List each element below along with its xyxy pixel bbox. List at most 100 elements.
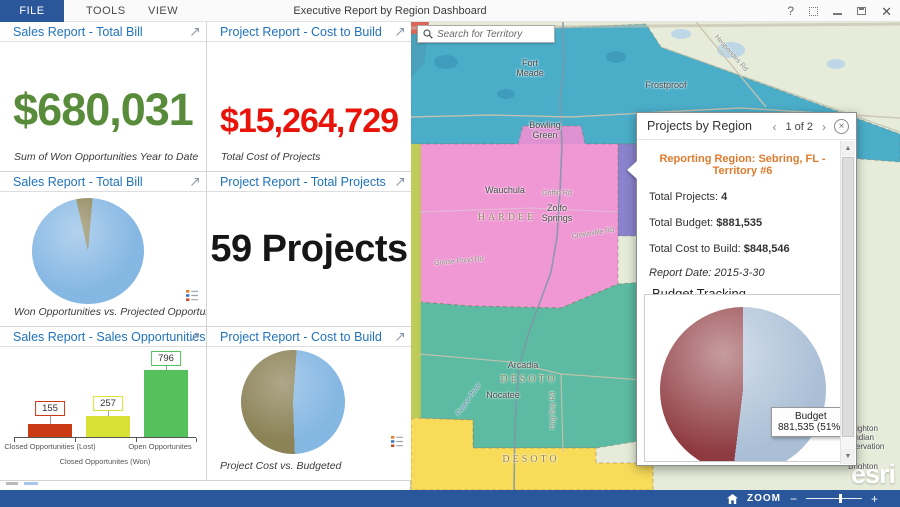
- lake: [497, 89, 515, 99]
- road: [418, 353, 671, 383]
- region-pink-territory[interactable]: [418, 125, 619, 309]
- popup-region-heading: Reporting Region: Sebring, FL - Territor…: [659, 153, 826, 177]
- zoom-slider-thumb[interactable]: [838, 494, 842, 503]
- zoom-out-button[interactable]: −: [789, 491, 797, 506]
- field-value: 4: [721, 191, 728, 203]
- axis-tick: [14, 438, 15, 442]
- widget-title: Sales Report - Total Bill: [13, 25, 143, 39]
- scrollbar-thumb[interactable]: [842, 157, 854, 437]
- popup-scrollbar[interactable]: ▲ ▼: [840, 141, 855, 464]
- bar-closed-lost[interactable]: [28, 424, 72, 437]
- prev-feature-icon[interactable]: ‹: [772, 119, 777, 134]
- lake: [606, 51, 626, 63]
- x-axis: [14, 437, 196, 438]
- popup-header: Projects by Region ‹ 1 of 2 › ×: [637, 113, 856, 140]
- widget-cost-vs-budgeted-pie: Project Report - Cost to Build Project C…: [206, 327, 411, 481]
- popup-body: Reporting Region: Sebring, FL - Territor…: [637, 141, 840, 465]
- popup-pager: ‹ 1 of 2 ›: [772, 113, 826, 140]
- lake: [717, 42, 745, 58]
- menubar: FILE TOOLS VIEW Executive Report by Regi…: [0, 0, 900, 22]
- expand-icon[interactable]: [395, 177, 405, 187]
- kpi-value: 59 Projects: [210, 228, 408, 270]
- fullscreen-icon[interactable]: [809, 6, 819, 16]
- popup-title: Projects by Region: [647, 119, 752, 133]
- pie-chart-cost-vs-budgeted[interactable]: [241, 350, 345, 454]
- widget-title: Project Report - Cost to Build: [220, 25, 382, 39]
- region-yellow-territory[interactable]: [411, 417, 654, 490]
- scroll-down-icon[interactable]: ▼: [841, 449, 855, 464]
- bar-open[interactable]: [144, 370, 188, 437]
- popup-callout-arrow: [627, 161, 637, 179]
- window-title: Executive Report by Region Dashboard: [293, 5, 487, 17]
- lake: [434, 55, 458, 69]
- bar-value-label: 257: [93, 396, 123, 411]
- expand-icon[interactable]: [190, 27, 200, 37]
- expand-icon[interactable]: [190, 177, 200, 187]
- expand-icon[interactable]: [395, 332, 405, 342]
- widget-panel: Sales Report - Total Bill $680,031 Sum o…: [0, 22, 411, 490]
- road: [418, 207, 619, 213]
- minimize-icon[interactable]: [833, 7, 843, 15]
- widget-header: Sales Report - Sales Opportunities: [0, 327, 206, 347]
- search-input[interactable]: [437, 28, 554, 40]
- bar-closed-won[interactable]: [86, 416, 130, 437]
- widget-sales-total-bill: Sales Report - Total Bill $680,031 Sum o…: [0, 22, 206, 172]
- zoom-in-button[interactable]: +: [870, 491, 878, 506]
- close-icon[interactable]: ✕: [881, 3, 892, 19]
- legend-icon[interactable]: [391, 435, 404, 448]
- help-icon[interactable]: ?: [787, 4, 795, 18]
- kpi-caption: Total Cost of Projects: [221, 151, 321, 163]
- x-axis-label: Closed Opportunities (Lost): [4, 442, 96, 451]
- pie-chart-won-vs-projected[interactable]: [32, 198, 144, 304]
- axis-tick: [75, 438, 76, 442]
- bar-value-label: 796: [151, 351, 181, 366]
- widget-total-projects: Project Report - Total Projects 59 Proje…: [206, 172, 411, 327]
- legend-icon[interactable]: [186, 289, 199, 302]
- map-area[interactable]: Fort Meade Frostproof Bowling Green Wauc…: [411, 22, 900, 490]
- chart-caption: Won Opportunities vs. Projected Opportun…: [14, 306, 206, 318]
- widget-title: Sales Report - Sales Opportunities: [13, 330, 206, 344]
- bar-label-connector: [50, 416, 51, 424]
- bar-label-connector: [108, 411, 109, 416]
- search-icon: [423, 29, 433, 39]
- widget-header: Sales Report - Total Bill: [0, 22, 206, 42]
- widget-header: Project Report - Cost to Build: [207, 327, 411, 347]
- budget-tracking-chart-box: Budget 881,535 (51%): [644, 294, 842, 462]
- bar-value-label: 155: [35, 401, 65, 416]
- lake: [671, 29, 691, 39]
- scroll-up-icon[interactable]: ▲: [841, 141, 855, 156]
- home-extent-icon[interactable]: [726, 493, 738, 504]
- esri-logo: esri: [850, 459, 896, 489]
- popup-close-icon[interactable]: ×: [834, 119, 849, 134]
- widget-header: Sales Report - Total Bill: [0, 172, 206, 192]
- widget-header: Project Report - Total Projects: [207, 172, 411, 192]
- bar-chart-sales-opportunities: 155 257 796 Closed Opportunities (Lost) …: [0, 347, 206, 480]
- field-label: Total Cost to Build:: [649, 243, 744, 255]
- region-yellowgreen-territory[interactable]: [411, 144, 421, 418]
- menu-view[interactable]: VIEW: [148, 5, 179, 17]
- region-green-territory[interactable]: [418, 279, 671, 449]
- expand-icon[interactable]: [190, 332, 200, 342]
- panel-page-indicator-2[interactable]: [24, 482, 38, 485]
- menu-file[interactable]: FILE: [0, 0, 64, 22]
- widget-won-vs-projected-pie: Sales Report - Total Bill Won Opportunit…: [0, 172, 206, 327]
- budget-tracking-pie[interactable]: [660, 307, 826, 461]
- menu-tools[interactable]: TOOLS: [86, 5, 126, 17]
- restore-icon[interactable]: [857, 7, 867, 15]
- expand-icon[interactable]: [395, 27, 405, 37]
- panel-page-indicator-1[interactable]: [6, 482, 18, 485]
- next-feature-icon[interactable]: ›: [822, 119, 826, 134]
- road-highway: [513, 22, 565, 490]
- popup-field-total-projects: Total Projects: 4: [649, 191, 836, 203]
- popup-page-count: 1 of 2: [785, 120, 813, 133]
- field-label: Total Budget:: [649, 217, 717, 229]
- x-axis-label: Open Opportunites: [128, 442, 192, 451]
- road: [660, 46, 900, 133]
- popup-report-date: Report Date: 2015-3-30: [649, 267, 765, 279]
- zoom-slider[interactable]: [805, 494, 862, 503]
- window-controls: ? ✕: [787, 0, 892, 22]
- widget-project-cost-to-build: Project Report - Cost to Build $15,264,7…: [206, 22, 411, 172]
- pie-tooltip-title: Budget: [794, 411, 827, 422]
- bar-label-connector: [166, 366, 167, 370]
